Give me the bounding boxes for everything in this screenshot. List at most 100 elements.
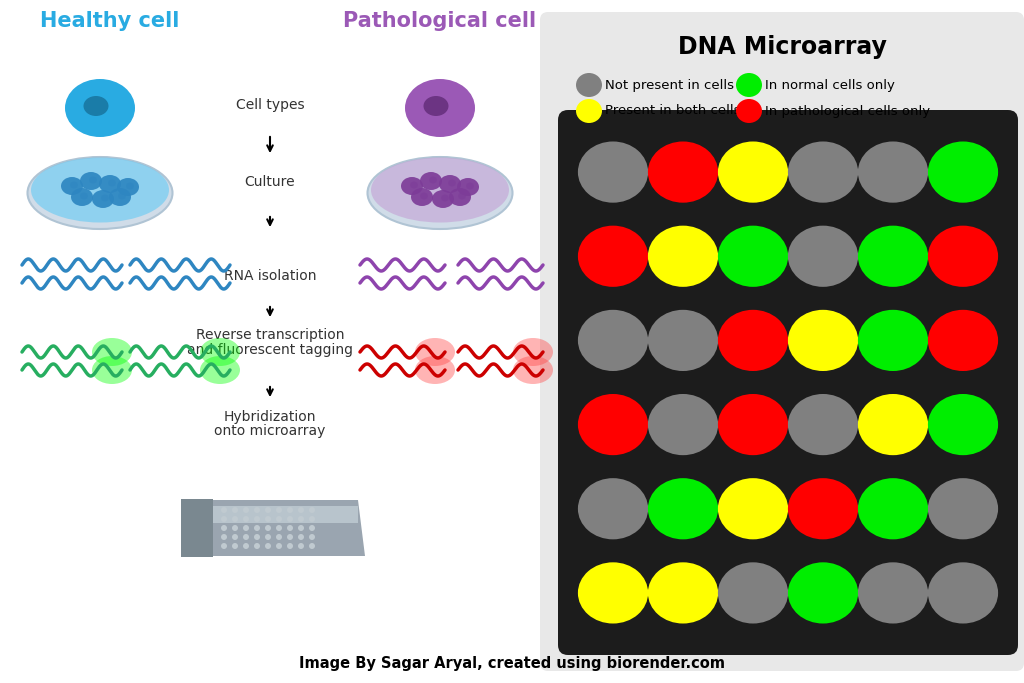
Ellipse shape (406, 79, 475, 137)
Circle shape (243, 543, 249, 549)
FancyBboxPatch shape (181, 499, 213, 557)
Ellipse shape (578, 394, 648, 455)
Circle shape (254, 507, 260, 513)
Circle shape (276, 516, 282, 522)
Text: Pathological cell: Pathological cell (343, 11, 537, 31)
Ellipse shape (92, 190, 114, 208)
Circle shape (221, 534, 227, 540)
Ellipse shape (648, 310, 718, 371)
Circle shape (243, 525, 249, 531)
Ellipse shape (118, 193, 126, 199)
Ellipse shape (578, 141, 648, 203)
Ellipse shape (108, 180, 116, 186)
Text: Image By Sagar Aryal, created using biorender.com: Image By Sagar Aryal, created using bior… (299, 656, 725, 671)
Ellipse shape (80, 193, 88, 199)
Ellipse shape (575, 99, 602, 123)
Ellipse shape (718, 394, 788, 455)
Text: Cell types: Cell types (236, 98, 304, 112)
Circle shape (298, 543, 304, 549)
Ellipse shape (648, 478, 718, 540)
Ellipse shape (117, 178, 139, 196)
Ellipse shape (513, 338, 553, 366)
Ellipse shape (578, 310, 648, 371)
Circle shape (276, 534, 282, 540)
Circle shape (254, 516, 260, 522)
Ellipse shape (61, 177, 83, 195)
Ellipse shape (71, 188, 93, 206)
Circle shape (221, 516, 227, 522)
FancyBboxPatch shape (558, 110, 1018, 655)
Circle shape (265, 534, 271, 540)
Ellipse shape (928, 310, 998, 371)
Ellipse shape (432, 190, 454, 208)
Ellipse shape (858, 225, 928, 287)
Ellipse shape (410, 182, 418, 189)
Circle shape (221, 507, 227, 513)
Ellipse shape (928, 225, 998, 287)
Ellipse shape (858, 310, 928, 371)
FancyBboxPatch shape (540, 12, 1024, 671)
Ellipse shape (99, 175, 121, 193)
Ellipse shape (648, 562, 718, 624)
Ellipse shape (928, 394, 998, 455)
Text: RNA isolation: RNA isolation (224, 269, 316, 283)
Circle shape (287, 534, 293, 540)
Ellipse shape (575, 73, 602, 97)
Ellipse shape (466, 182, 474, 189)
Text: onto microarray: onto microarray (214, 424, 326, 438)
Ellipse shape (718, 562, 788, 624)
Ellipse shape (80, 172, 102, 190)
Ellipse shape (420, 193, 428, 199)
Circle shape (298, 516, 304, 522)
Ellipse shape (411, 188, 433, 206)
Ellipse shape (458, 193, 466, 199)
Ellipse shape (858, 478, 928, 540)
Ellipse shape (401, 177, 423, 195)
Ellipse shape (578, 478, 648, 540)
Ellipse shape (101, 195, 109, 201)
Ellipse shape (126, 182, 134, 189)
Text: Hybridization: Hybridization (224, 410, 316, 424)
Ellipse shape (578, 225, 648, 287)
Circle shape (265, 525, 271, 531)
Ellipse shape (787, 478, 858, 540)
Ellipse shape (787, 141, 858, 203)
Circle shape (309, 525, 315, 531)
Circle shape (298, 534, 304, 540)
Text: Present in both cells: Present in both cells (605, 104, 740, 117)
Ellipse shape (928, 141, 998, 203)
Ellipse shape (449, 188, 471, 206)
Ellipse shape (429, 176, 437, 184)
Ellipse shape (718, 141, 788, 203)
Circle shape (276, 543, 282, 549)
Circle shape (287, 507, 293, 513)
Ellipse shape (787, 310, 858, 371)
Polygon shape (182, 500, 365, 556)
Text: Not present in cells: Not present in cells (605, 79, 734, 92)
Circle shape (265, 507, 271, 513)
Circle shape (265, 543, 271, 549)
Ellipse shape (449, 180, 456, 186)
Text: Reverse transcription: Reverse transcription (196, 328, 344, 342)
Polygon shape (182, 506, 358, 523)
Text: DNA Microarray: DNA Microarray (678, 35, 887, 59)
Circle shape (298, 507, 304, 513)
Ellipse shape (718, 478, 788, 540)
Ellipse shape (928, 478, 998, 540)
Ellipse shape (200, 356, 240, 384)
Ellipse shape (31, 158, 169, 223)
Circle shape (232, 534, 238, 540)
Ellipse shape (578, 562, 648, 624)
Ellipse shape (70, 182, 78, 189)
Circle shape (232, 507, 238, 513)
Ellipse shape (457, 178, 479, 196)
Ellipse shape (787, 394, 858, 455)
Ellipse shape (200, 338, 240, 366)
Text: In normal cells only: In normal cells only (765, 79, 895, 92)
Circle shape (221, 525, 227, 531)
Ellipse shape (441, 195, 449, 201)
Ellipse shape (420, 172, 442, 190)
Circle shape (243, 534, 249, 540)
Ellipse shape (787, 562, 858, 624)
Ellipse shape (109, 188, 131, 206)
